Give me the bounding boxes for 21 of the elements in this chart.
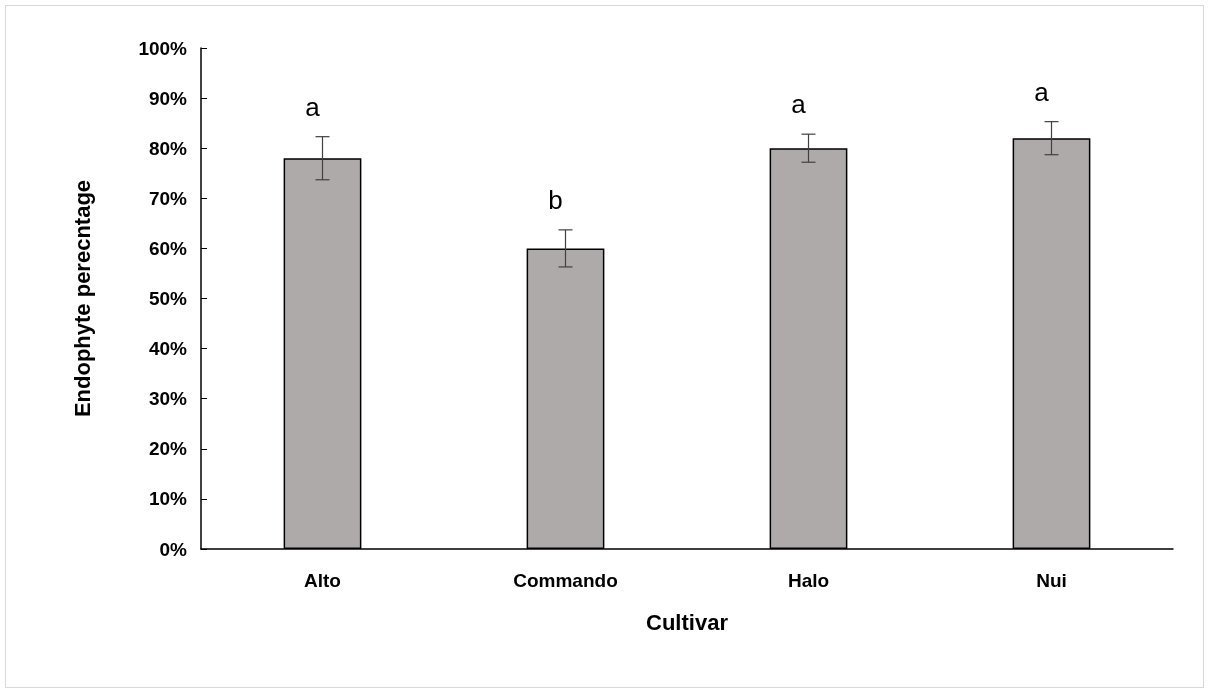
y-tick-label: 50% [148,288,188,309]
x-tick-label: Commando [513,570,618,591]
y-tick-label: 40% [148,338,188,360]
y-tick-label: 80% [148,137,188,159]
annotation: b [548,184,563,215]
y-tick-label: 10% [148,488,188,510]
y-tick-label: 90% [148,87,188,109]
y-tick-label: 70% [148,187,188,209]
x-tick-label: Halo [787,570,830,591]
annotation: a [305,91,321,122]
y-tick-label: 20% [148,438,188,460]
y-tick-label: 60% [148,237,188,259]
y-axis-title: Endophyte perecntage [69,179,95,418]
y-tick-label: 100% [138,37,188,59]
annotation: a [1034,76,1050,107]
y-tick-label: 0% [159,538,188,560]
y-tick-label: 30% [148,388,188,410]
x-tick-label: Nui [1036,570,1067,591]
x-axis-title: Cultivar [646,609,729,635]
x-tick-label: Alto [304,570,341,591]
annotation: a [791,89,807,120]
